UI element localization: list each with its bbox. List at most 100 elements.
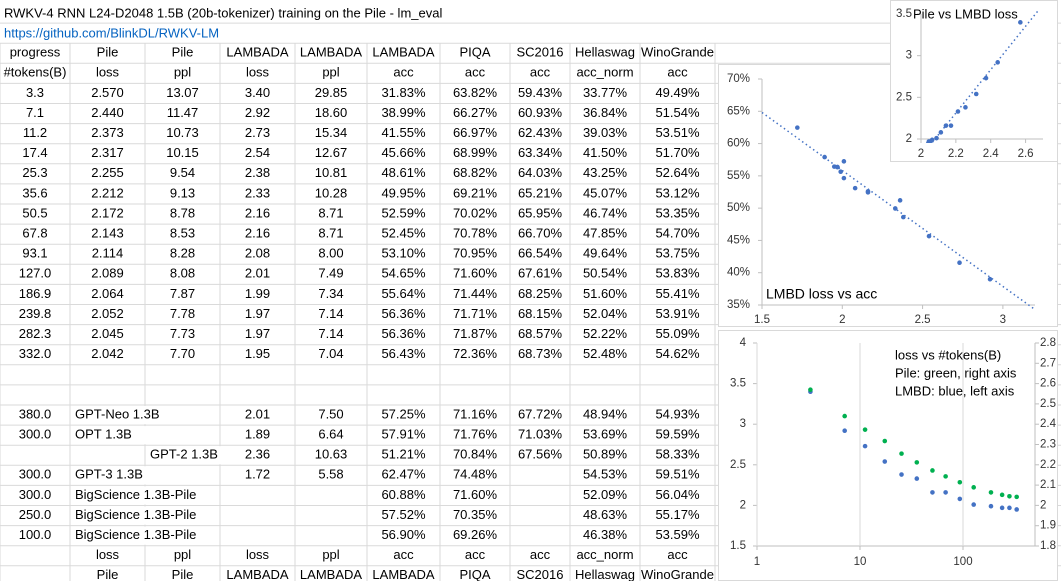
y-tick-label: 60%: [727, 138, 750, 150]
cell: 10.15: [166, 145, 199, 160]
y2-tick-label: 2.1: [1040, 479, 1056, 491]
point: [1007, 505, 1012, 511]
x-tick-label: 2.5: [915, 314, 931, 326]
chart-area: [890, 0, 1058, 162]
column-header: LAMBADA: [300, 45, 362, 60]
cell: 10.28: [315, 185, 348, 200]
y-tick-label: 2.5: [896, 91, 912, 103]
y-tick-label: 55%: [727, 170, 750, 182]
cell: 56.36%: [381, 306, 426, 321]
column-header: acc: [667, 547, 688, 562]
cell: 2.16: [245, 205, 270, 220]
cell: 100.0: [19, 527, 52, 542]
cell: 18.60: [315, 105, 348, 120]
point: [842, 413, 847, 419]
cell-bg: [146, 446, 284, 465]
point: [926, 233, 932, 239]
cell: 2.92: [245, 105, 270, 120]
y-tick-label: 2: [740, 499, 746, 511]
cell: 56.36%: [381, 326, 426, 341]
cell: 54.53%: [583, 467, 628, 482]
x-tick-label: 2.2: [948, 148, 964, 160]
column-header: acc: [530, 547, 551, 562]
cell: 186.9: [19, 286, 52, 301]
cell: 70.78%: [453, 226, 498, 241]
cell: 70.02%: [453, 205, 498, 220]
cell: 8.28: [170, 246, 195, 261]
cell: 38.99%: [381, 105, 426, 120]
y2-tick-label: 2.8: [1040, 337, 1056, 349]
cell: 56.04%: [655, 487, 700, 502]
cell: 5.58: [318, 467, 343, 482]
cell: 58.33%: [655, 447, 700, 462]
column-header: acc: [530, 65, 551, 80]
point: [831, 164, 837, 169]
cell: 52.48%: [583, 346, 628, 361]
cell: 53.75%: [655, 246, 700, 261]
column-header: Pile: [97, 567, 119, 581]
column-header: acc_norm: [576, 547, 633, 562]
cell: 1.72: [245, 467, 270, 482]
cell: 7.87: [170, 286, 195, 301]
cell: 67.8: [22, 226, 47, 241]
column-header: Pile: [172, 567, 194, 581]
cell: 11.2: [23, 125, 47, 140]
point: [914, 460, 920, 465]
cell: 57.91%: [381, 427, 426, 442]
cell: 53.59%: [655, 527, 700, 542]
cell: 59.51%: [655, 467, 700, 482]
x-tick-label: 3: [1000, 314, 1006, 326]
cell: 66.27%: [453, 105, 498, 120]
point: [1018, 20, 1023, 25]
y2-tick-label: 2: [1040, 499, 1046, 511]
point: [841, 159, 847, 164]
cell: 2.172: [91, 205, 124, 220]
cell: 50.5: [22, 205, 47, 220]
cell: 300.0: [19, 467, 52, 482]
link[interactable]: https://github.com/BlinkDL/RWKV-LM: [4, 25, 219, 40]
cell: 50.89%: [583, 447, 628, 462]
cell: 66.54%: [518, 246, 563, 261]
cell: 71.44%: [453, 286, 498, 301]
cell: 53.35%: [655, 205, 700, 220]
cell: 50.54%: [583, 266, 628, 281]
column-header: LAMBADA: [372, 45, 434, 60]
column-header: loss: [246, 65, 270, 80]
cell: 250.0: [19, 507, 52, 522]
point: [988, 490, 994, 495]
point: [999, 492, 1005, 498]
cell: 69.26%: [453, 527, 498, 542]
cell: 71.03%: [518, 427, 563, 442]
point: [897, 198, 903, 203]
column-header: acc: [465, 547, 486, 562]
cell: 41.55%: [381, 125, 426, 140]
cell-bg: [71, 406, 209, 425]
y-tick-label: 1.5: [730, 540, 746, 552]
point: [865, 190, 871, 195]
cell: 51.54%: [655, 105, 700, 120]
cell: 8.53: [170, 226, 195, 241]
cell: 2.255: [91, 165, 124, 180]
point: [901, 214, 906, 220]
cell: 65.21%: [518, 185, 563, 200]
cell: 2.38: [245, 165, 270, 180]
cell: 52.64%: [655, 165, 700, 180]
point: [957, 496, 963, 502]
y-tick-label: 3.5: [896, 8, 912, 20]
column-header: loss: [246, 547, 270, 562]
cell: 2.052: [91, 306, 124, 321]
cell: 332.0: [19, 346, 52, 361]
cell: 25.3: [22, 165, 47, 180]
cell: 2.089: [91, 266, 124, 281]
point: [973, 91, 979, 97]
cell: 49.64%: [583, 246, 628, 261]
cell: 56.90%: [381, 527, 426, 542]
x-tick-label: 2: [839, 314, 845, 326]
cell: OPT 1.3B: [75, 427, 132, 442]
cell: 52.59%: [381, 205, 426, 220]
x-tick-label: 10: [854, 556, 867, 568]
cell: 71.60%: [453, 487, 498, 502]
column-header: LAMBADA: [372, 567, 434, 581]
cell: 49.49%: [655, 85, 700, 100]
cell: 12.67: [315, 145, 348, 160]
